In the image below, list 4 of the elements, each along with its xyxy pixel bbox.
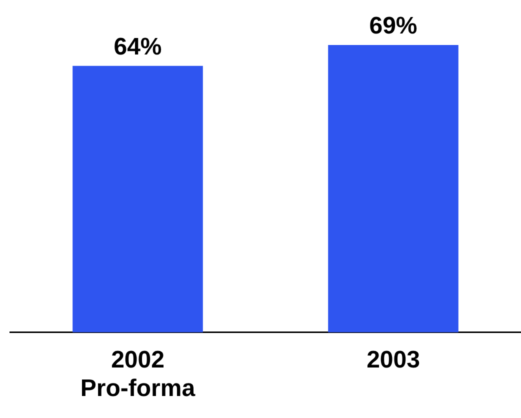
data-label: 69% [369,12,418,40]
x-tick-label: 2002 Pro-forma [80,346,196,402]
x-tick-label: 2003 [366,346,420,374]
data-label: 64% [114,33,162,60]
